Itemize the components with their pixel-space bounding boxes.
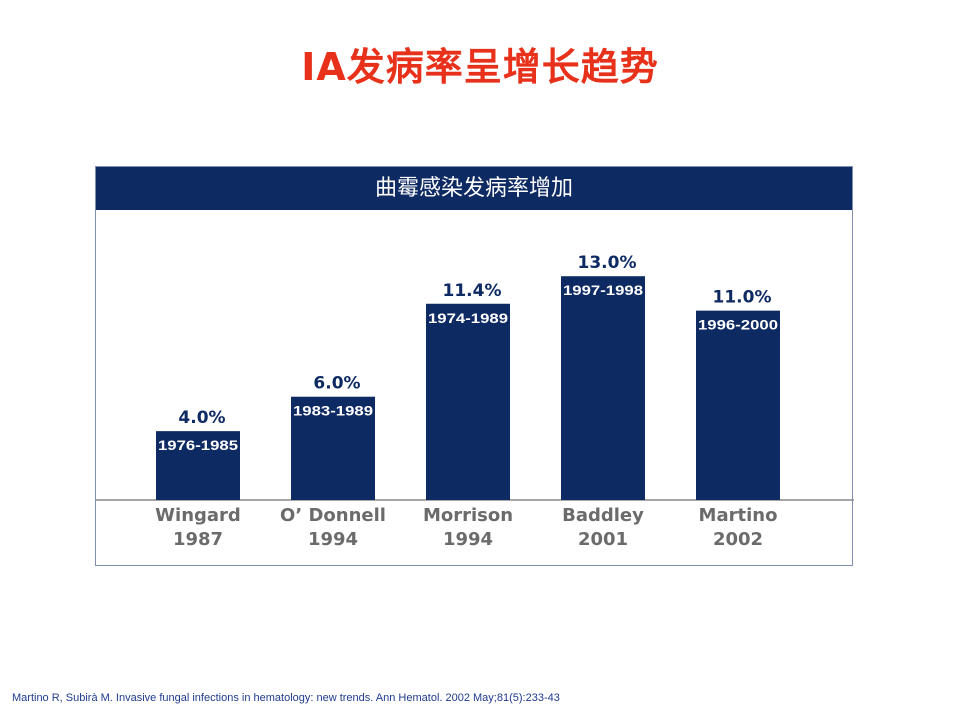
data-label: 11.0% (713, 288, 772, 308)
period-label: 1996-2000 (698, 317, 778, 333)
x-tick-label: Baddley (562, 505, 644, 526)
x-tick-label: 2001 (578, 529, 628, 550)
bar (426, 303, 510, 500)
bar (156, 431, 240, 500)
x-tick-label: Wingard (155, 505, 241, 526)
data-label: 6.0% (313, 374, 360, 394)
period-label: 1974-1989 (428, 310, 508, 326)
data-label: 13.0% (578, 253, 637, 273)
bar (291, 396, 375, 500)
bar (696, 310, 780, 500)
chart-title: 曲霉感染发病率增加 (96, 167, 852, 210)
x-tick-label: Martino (699, 505, 778, 526)
x-tick-label: Morrison (423, 505, 513, 526)
bar-chart: 4.0% 1976-1985 Wingard 1987 6.0% 1983-1989 O’ … (96, 253, 854, 550)
x-tick-label: 1994 (443, 529, 493, 550)
period-label: 1976-1985 (158, 437, 238, 453)
x-tick-label: 1994 (308, 529, 358, 550)
x-tick-label: O’ Donnell (280, 505, 386, 526)
chart-panel: 曲霉感染发病率增加 4.0% 1976-1985 Wingard 1987 6.0% 19… (95, 166, 854, 566)
citation-text: Martino R, Subirà M. Invasive fungal inf… (12, 692, 560, 704)
bar (561, 276, 645, 500)
period-label: 1997-1998 (563, 282, 643, 298)
x-tick-label: 2002 (713, 529, 763, 550)
period-label: 1983-1989 (293, 403, 373, 419)
data-label: 11.4% (443, 281, 502, 301)
data-label: 4.0% (178, 408, 225, 428)
slide-title: IA发病率呈增长趋势 (301, 45, 659, 89)
x-tick-label: 1987 (173, 529, 223, 550)
